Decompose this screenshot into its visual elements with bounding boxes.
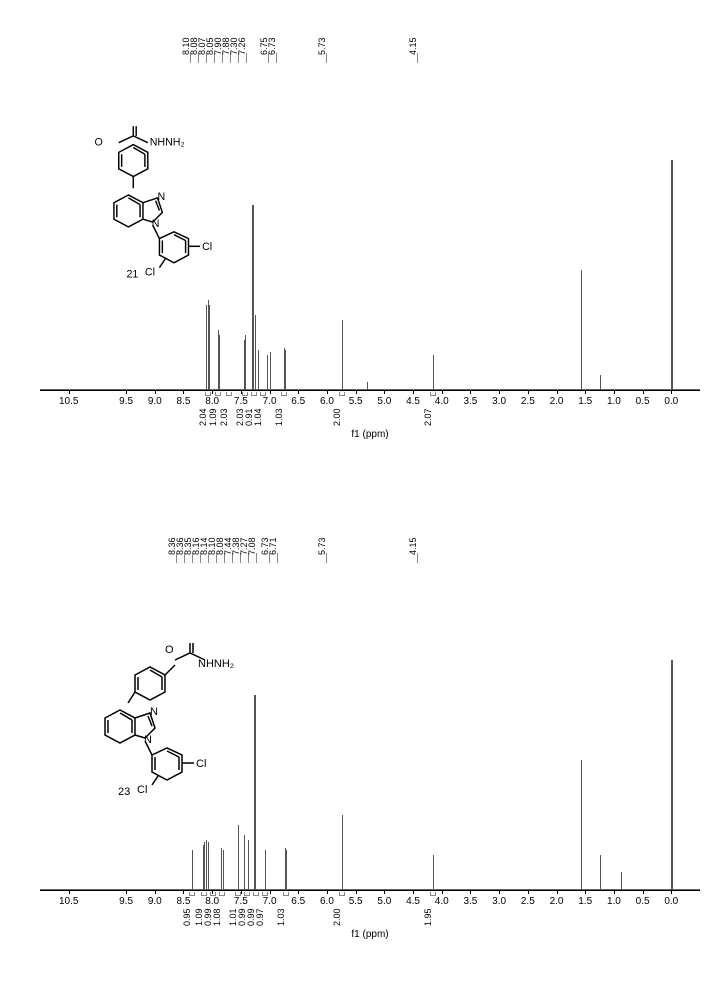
integral-bracket [210, 892, 216, 896]
integral-value: 1.03 [276, 908, 286, 926]
nmr-peak [600, 855, 601, 890]
peak-label-connector [417, 53, 418, 63]
integral-bracket [242, 392, 248, 396]
integral-bracket [339, 392, 345, 396]
integral-bracket [205, 392, 211, 396]
svg-text:N: N [158, 191, 166, 203]
nmr-peak [581, 760, 583, 890]
integral-labels: 0.951.090.991.081.010.990.990.971.032.00… [40, 891, 700, 926]
integral-value: 1.08 [212, 908, 222, 926]
integral-value: 1.95 [423, 908, 433, 926]
nmr-peak [433, 355, 434, 390]
molecule-structure-21: O NHNH₂ N N Cl [80, 125, 235, 325]
integral-bracket [219, 892, 225, 896]
integral-value: 1.03 [274, 408, 284, 426]
nmr-peak [267, 355, 268, 390]
peak-label-connector [277, 553, 278, 563]
integral-bracket [281, 392, 287, 396]
nmr-peak [252, 205, 254, 390]
nmr-peak [286, 850, 287, 890]
integral-bracket [235, 892, 241, 896]
peak-label-connector [256, 553, 257, 563]
peak-labels-top: 8.108.088.078.057.907.887.307.266.756.73… [25, 5, 685, 55]
svg-text:Cl: Cl [202, 241, 212, 253]
integral-value: 2.07 [423, 408, 433, 426]
peak-labels-top: 8.368.368.358.168.148.108.087.447.387.27… [25, 505, 685, 555]
svg-text:Cl: Cl [137, 784, 147, 796]
peak-label-connector [326, 53, 327, 63]
x-axis-label: f1 (ppm) [351, 429, 388, 440]
nmr-peak [245, 335, 246, 390]
integral-value: 1.09 [208, 408, 218, 426]
molecule-svg: O NHNH₂ N N Cl [80, 125, 235, 325]
nmr-peak [433, 855, 434, 890]
integral-bracket [339, 892, 345, 896]
svg-text:O: O [95, 137, 103, 149]
integral-bracket [262, 892, 268, 896]
nmr-peak [265, 850, 266, 890]
integral-labels: 2.041.092.032.030.911.041.032.002.07 [40, 391, 700, 426]
nmr-peak [219, 335, 220, 390]
svg-text:Cl: Cl [196, 758, 206, 770]
peak-label-connector [276, 53, 277, 63]
nmr-peak [223, 850, 224, 890]
nmr-peak [671, 160, 673, 390]
nmr-peak [285, 350, 286, 390]
nmr-peak [254, 695, 256, 890]
nmr-peak [204, 842, 205, 890]
integral-value: 2.03 [219, 408, 229, 426]
integral-bracket [244, 892, 250, 896]
integral-bracket [430, 392, 436, 396]
nmr-peak [244, 835, 245, 890]
svg-text:N: N [144, 734, 152, 746]
svg-text:NHNH₂: NHNH₂ [150, 137, 185, 149]
svg-text:23: 23 [118, 786, 130, 798]
molecule-svg: O NHNH₂ N N Cl [80, 635, 240, 835]
integral-bracket [201, 892, 207, 896]
svg-text:NHNH₂: NHNH₂ [198, 658, 234, 670]
nmr-peak [342, 815, 343, 890]
nmr-peak [621, 872, 622, 890]
integral-bracket [260, 392, 266, 396]
integral-value: 1.04 [253, 408, 263, 426]
nmr-peak [671, 660, 673, 890]
nmr-peak [192, 852, 193, 890]
nmr-peak [270, 352, 271, 390]
integral-bracket [253, 892, 259, 896]
integral-value: 2.00 [332, 408, 342, 426]
nmr-peak [581, 270, 583, 390]
svg-text:N: N [150, 706, 158, 718]
nmr-peak [258, 350, 259, 390]
svg-text:N: N [152, 218, 160, 230]
spectrum-panel-21: 8.108.088.078.057.907.887.307.266.756.73… [0, 0, 711, 485]
peak-label-connector [417, 553, 418, 563]
integral-value: 0.97 [255, 908, 265, 926]
nmr-peak [600, 375, 601, 390]
nmr-peak [255, 315, 256, 390]
molecule-structure-23: O NHNH₂ N N Cl [80, 635, 240, 835]
nmr-peak [248, 840, 249, 890]
peak-label-connector [246, 53, 247, 63]
integral-bracket [430, 892, 436, 896]
peak-label-connector [326, 553, 327, 563]
nmr-peak [367, 382, 368, 390]
svg-text:Cl: Cl [145, 266, 155, 278]
svg-text:O: O [165, 644, 174, 656]
integral-value: 2.00 [332, 908, 342, 926]
spectrum-panel-23: 8.368.368.358.168.148.108.087.447.387.27… [0, 495, 711, 995]
x-axis-label: f1 (ppm) [351, 929, 388, 940]
integral-bracket [226, 392, 232, 396]
nmr-peak [342, 320, 343, 390]
integral-value: 0.95 [182, 908, 192, 926]
integral-value: 2.04 [198, 408, 208, 426]
integral-bracket [215, 392, 221, 396]
nmr-peak [208, 842, 209, 890]
svg-text:21: 21 [127, 268, 139, 280]
integral-bracket [283, 892, 289, 896]
integral-bracket [189, 892, 195, 896]
integral-bracket [251, 392, 257, 396]
